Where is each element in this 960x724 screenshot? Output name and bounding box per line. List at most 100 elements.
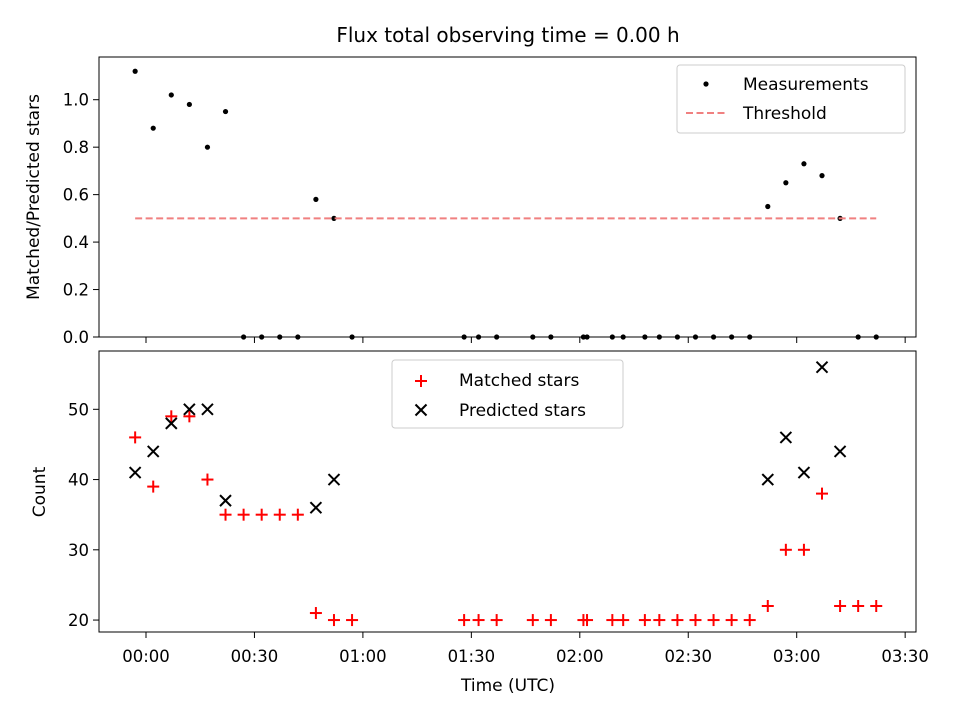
matched-star-point [797,543,810,556]
y-tick-label: 30 [68,541,89,560]
legend-threshold-label: Threshold [742,104,827,124]
predicted-star-point [201,403,214,416]
predicted-star-point [128,466,142,479]
predicted-star-point [147,445,160,458]
bottom-y-axis-label: Count [30,466,50,517]
measurement-point [204,144,211,150]
predicted-star-point [219,494,232,507]
predicted-star-point [761,473,774,486]
top-y-axis-label: Matched/Predicted stars [24,94,44,300]
x-tick-label: 03:00 [773,647,821,666]
legend-matched-marker [415,375,427,387]
x-b [183,403,196,416]
legend-matched-label: Matched stars [459,371,579,391]
matched-star-point [291,508,304,521]
x-b [128,466,142,479]
matched-star-point [606,614,619,627]
matched-star-point [638,614,651,627]
matched-star-point [490,614,503,627]
x-tick-label: 00:30 [231,647,279,666]
matched-star-point [346,614,359,627]
top-legend: Measurements Threshold [676,64,906,134]
top-panel: 0.0 0.2 0.4 0.6 0.8 1.0 Matched/Predicted sta… [24,56,917,347]
matched-star-point [255,508,268,521]
top-y-ticks: 0.0 0.2 0.4 0.6 0.8 1.0 [63,91,99,347]
x-b [219,494,232,507]
x-tick-label: 01:00 [339,647,387,666]
matched-star-point [834,600,847,613]
matched-star-point [725,614,738,627]
matched-star-point [761,600,774,613]
top-legend-box [676,64,906,134]
bottom-x-ticks: 00:00 00:30 01:00 01:30 02:00 02:30 03:00 03:30 [122,632,929,666]
measurement-point [222,108,229,115]
measurement-point [331,215,337,221]
x-tick-label: 02:00 [556,647,604,666]
x-b [833,445,847,458]
matched-star-point [617,614,630,627]
predicted-star-point [833,445,847,458]
x-b [201,403,214,416]
y-tick-label: 0.0 [63,328,89,347]
matched-star-point [327,614,340,627]
measurement-point [132,68,138,74]
legend-measurements-label: Measurements [743,75,869,95]
x-b [797,466,811,479]
y-tick-label: 20 [68,611,89,630]
x-b [779,431,793,444]
matched-star-point [201,473,214,486]
matched-star-point [472,614,485,627]
matched-star-point [689,614,702,627]
x-b [761,473,774,486]
bottom-y-ticks: 20 30 40 50 [68,400,99,630]
measurement-point [313,196,319,202]
matched-star-point [707,614,720,627]
matched-star-point [743,614,756,627]
predicted-star-point [797,466,811,479]
bottom-legend-box [391,359,624,429]
matched-star-point [147,480,160,493]
matched-star-point [237,508,250,521]
legend-measurements-marker [703,81,709,87]
matched-star-point [183,410,196,423]
measurement-point [765,203,771,210]
legend-predicted-label: Predicted stars [459,401,586,421]
matched-star-point [816,487,829,500]
x-tick-label: 01:30 [448,647,496,666]
bottom-plot-frame [98,350,917,633]
measurement-point [783,180,789,186]
matched-star-point [544,614,557,627]
bottom-plot-marks [128,360,883,627]
y-tick-label: 50 [68,400,89,419]
predicted-star-point [815,360,829,374]
matched-star-point [581,614,594,627]
x-tick-label: 03:30 [881,647,929,666]
x-tick-label: 02:30 [664,647,712,666]
matched-star-point [129,431,142,444]
x-b [815,360,829,374]
top-x-ticks [145,337,906,343]
predicted-star-point [779,431,793,444]
predicted-star-point [183,403,196,416]
measurement-point [186,101,192,108]
matched-star-point [273,508,286,521]
predicted-star-point [309,501,323,514]
bottom-legend: Matched stars Predicted stars [391,359,624,429]
matched-star-point [165,410,178,423]
matched-star-point [653,614,666,627]
matched-star-point [671,614,684,627]
y-tick-label: 40 [68,471,89,490]
matched-star-point [309,607,322,620]
measurement-point [150,125,156,131]
x-b [147,445,160,458]
legend-predicted-marker [414,403,428,417]
y-tick-label: 0.2 [63,281,89,300]
chart-title: Flux total observing time = 0.00 h [336,23,679,47]
top-plot-marks [132,68,879,340]
matched-star-point [779,543,792,556]
matched-star-point [526,614,539,627]
x-b [309,501,323,514]
matched-star-point [870,600,883,613]
x-axis-label: Time (UTC) [460,676,555,696]
